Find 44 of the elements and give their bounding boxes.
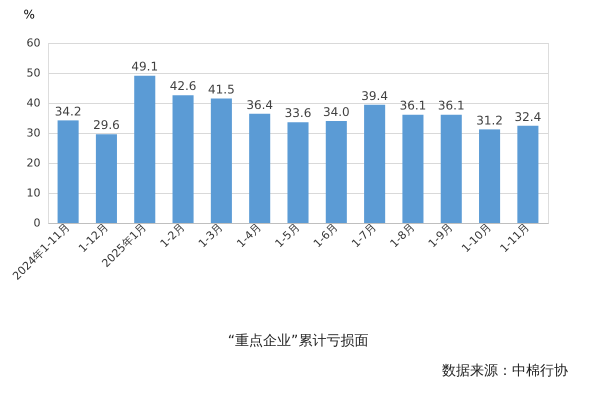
bar bbox=[96, 134, 117, 223]
x-tick-label: 1-3月 bbox=[196, 220, 226, 250]
x-tick-label: 1-8月 bbox=[388, 220, 418, 250]
data-label: 34.2 bbox=[54, 104, 82, 118]
data-label: 39.4 bbox=[361, 88, 388, 103]
data-label: 36.1 bbox=[438, 98, 465, 113]
y-tick-label: 30 bbox=[26, 126, 40, 140]
y-tick-label: 20 bbox=[26, 156, 40, 170]
bar bbox=[210, 98, 232, 223]
source-note: 数据来源：中棉行协 bbox=[442, 363, 568, 379]
bar bbox=[326, 121, 347, 223]
data-label: 42.6 bbox=[170, 79, 196, 94]
y-tick-label: 40 bbox=[26, 96, 40, 110]
data-label: 36.4 bbox=[246, 98, 274, 112]
text: “重点企业”累计亏损面 bbox=[228, 333, 368, 349]
data-label: 33.6 bbox=[284, 106, 312, 120]
y-tick-label: 60 bbox=[26, 36, 40, 50]
data-label: 34.0 bbox=[322, 105, 350, 119]
y-axis-title: % bbox=[24, 8, 35, 22]
bar bbox=[364, 104, 386, 223]
x-tick-label: 1-2月 bbox=[158, 220, 188, 250]
x-tick-label: 1-5月 bbox=[272, 220, 302, 250]
x-tick-label: 1-4月 bbox=[234, 220, 264, 250]
x-tick-label: 1-6月 bbox=[310, 220, 341, 250]
x-tick-label: 1-9月 bbox=[426, 220, 456, 250]
y-tick-label: 10 bbox=[26, 186, 40, 200]
data-label: 49.1 bbox=[131, 60, 158, 74]
bar bbox=[58, 120, 79, 223]
y-tick-label: 0 bbox=[34, 216, 40, 230]
bar bbox=[440, 114, 462, 223]
x-tick-label: 1-7月 bbox=[349, 220, 379, 250]
data-label: 31.2 bbox=[476, 113, 503, 128]
data-label: 41.5 bbox=[208, 82, 235, 96]
data-label: 32.4 bbox=[514, 110, 542, 124]
bar bbox=[287, 122, 309, 223]
bar bbox=[479, 129, 500, 223]
bar bbox=[249, 114, 270, 223]
bar bbox=[517, 126, 538, 223]
data-label: 29.6 bbox=[93, 118, 120, 132]
data-label: 36.1 bbox=[400, 98, 426, 113]
bar bbox=[172, 95, 194, 223]
bar bbox=[134, 76, 156, 223]
bar bbox=[402, 114, 424, 223]
y-tick-label: 50 bbox=[26, 66, 40, 80]
